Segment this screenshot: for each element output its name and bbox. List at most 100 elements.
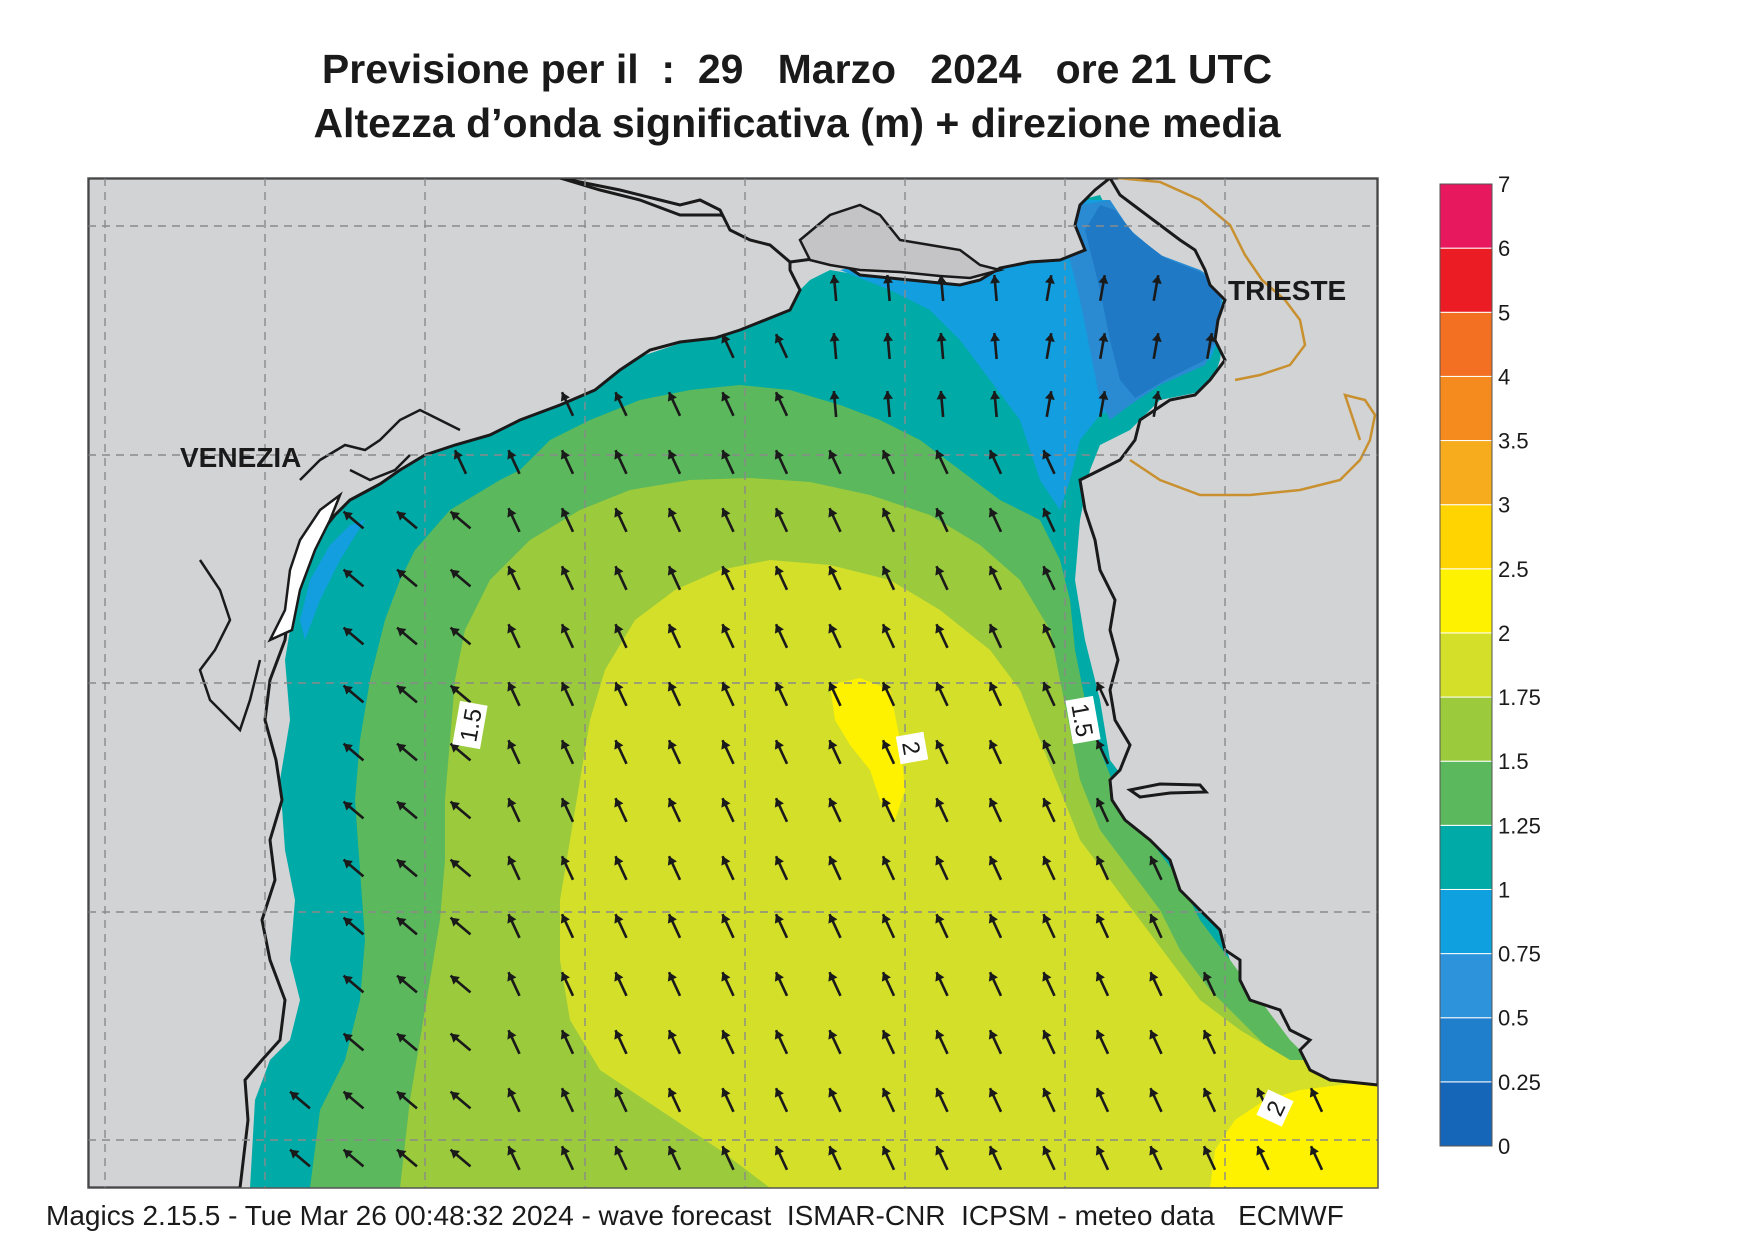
wave-arrow-head — [1042, 798, 1052, 808]
footer-credits: Magics 2.15.5 - Tue Mar 26 00:48:32 2024… — [46, 1200, 1344, 1231]
wave-arrow-head — [1202, 1030, 1212, 1040]
wave-arrow-head — [614, 1030, 624, 1040]
wave-arrow-head — [614, 1088, 624, 1098]
wave-arrow-head — [883, 333, 894, 342]
wave-arrow-head — [828, 682, 838, 692]
wave-arrow-head — [990, 333, 1001, 342]
wave-arrow-head — [343, 975, 353, 985]
wave-arrow-head — [774, 392, 784, 402]
wave-arrow-head — [881, 972, 891, 982]
wave-arrow-head — [721, 740, 731, 750]
wave-arrow-head — [450, 859, 460, 869]
wave-arrow-head — [667, 1030, 677, 1040]
wave-arrow-head — [1151, 275, 1162, 284]
wave-arrow-head — [453, 450, 463, 460]
contour-label-east-text: 1.5 — [1065, 701, 1097, 739]
wave-arrow-head — [828, 624, 838, 634]
wave-arrow-head — [936, 275, 947, 284]
wave-arrow-head — [774, 624, 784, 634]
wave-arrow-head — [397, 511, 407, 521]
wave-arrow-head — [988, 566, 998, 576]
wave-arrow-head — [343, 801, 353, 811]
wave-arrow-head — [450, 627, 460, 637]
wave-arrow-head — [507, 624, 517, 634]
wave-arrow-head — [397, 569, 407, 579]
wave-arrow-head — [988, 914, 998, 924]
legend-tick-label: 5 — [1498, 300, 1510, 325]
wave-arrow-head — [667, 682, 677, 692]
wave-arrow-head — [614, 682, 624, 692]
legend-frame — [1439, 183, 1493, 1147]
wave-arrow-head — [935, 972, 945, 982]
wave-arrow-head — [774, 1088, 784, 1098]
map-title: Previsione per il : 29 Marzo 2024 ore 21… — [321, 46, 1273, 92]
wave-arrow-head — [721, 1088, 731, 1098]
wave-arrow-head — [988, 1088, 998, 1098]
wave-arrow-head — [721, 914, 731, 924]
wave-arrow-head — [1098, 391, 1109, 400]
wave-arrow-head — [988, 508, 998, 518]
wave-arrow-head — [397, 1149, 407, 1159]
wave-arrow-head — [828, 972, 838, 982]
wave-arrow-head — [1095, 682, 1105, 692]
wave-arrow-head — [397, 859, 407, 869]
wave-arrow-head — [1042, 450, 1052, 460]
wave-arrow-head — [990, 391, 1001, 400]
wave-arrow-head — [936, 391, 947, 400]
wave-arrow-head — [828, 914, 838, 924]
wave-arrow-head — [828, 508, 838, 518]
legend-swatch — [1439, 247, 1493, 313]
wave-arrow-head — [507, 1088, 517, 1098]
wave-arrow-head — [883, 391, 894, 400]
legend-swatch — [1439, 183, 1493, 249]
wave-arrow-head — [450, 975, 460, 985]
wave-arrow-head — [881, 682, 891, 692]
wave-arrow-head — [988, 1030, 998, 1040]
wave-arrow-head — [988, 972, 998, 982]
legend-swatch — [1439, 696, 1493, 762]
wave-arrow-head — [881, 914, 891, 924]
legend-swatch — [1439, 888, 1493, 955]
wave-arrow-head — [721, 856, 731, 866]
wave-arrow-head — [343, 1033, 353, 1043]
wave-arrow-head — [881, 508, 891, 518]
wave-arrow-head — [828, 1146, 838, 1156]
label-venezia: VENEZIA — [180, 442, 301, 473]
wave-arrow-head — [343, 743, 353, 753]
wave-arrow-head — [560, 1088, 570, 1098]
wave-arrow-head — [560, 392, 570, 402]
wave-arrow-head — [1098, 333, 1109, 342]
legend-tick-label: 0 — [1498, 1134, 1510, 1159]
wave-arrow-head — [1042, 1030, 1052, 1040]
wave-arrow-head — [721, 392, 731, 402]
wave-arrow-head — [936, 333, 947, 342]
wave-arrow-head — [881, 798, 891, 808]
wave-arrow-head — [883, 275, 894, 284]
wave-arrow-head — [397, 917, 407, 927]
legend-swatch — [1439, 440, 1493, 506]
friuli-lagoon — [798, 203, 1005, 280]
wave-arrow-head — [667, 566, 677, 576]
wave-arrow-head — [507, 740, 517, 750]
wave-direction-arrows — [289, 274, 1324, 1171]
wave-arrow-head — [560, 682, 570, 692]
sea-zone-2-2.5-center — [830, 678, 905, 820]
wave-arrow-head — [1151, 333, 1162, 342]
wave-arrow-head — [614, 624, 624, 634]
wave-arrow-head — [935, 740, 945, 750]
legend-tick-label: 6 — [1498, 236, 1510, 261]
wave-arrow-head — [397, 743, 407, 753]
wave-arrow-head — [450, 1091, 460, 1101]
wave-arrow-head — [667, 450, 677, 460]
wave-arrow-head — [935, 856, 945, 866]
contour-label-center: 2 — [895, 731, 929, 765]
wave-arrow-head — [507, 798, 517, 808]
wave-arrow-head — [990, 275, 1001, 284]
wave-arrow-head — [988, 856, 998, 866]
wave-arrow-head — [1042, 682, 1052, 692]
wave-arrow-head — [881, 856, 891, 866]
sea-zone-2-2.5-south — [1210, 1080, 1378, 1188]
wave-arrow-head — [450, 743, 460, 753]
wave-arrow-head — [721, 450, 731, 460]
